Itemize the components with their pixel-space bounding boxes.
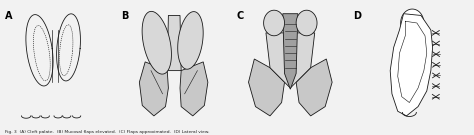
Polygon shape [296,59,332,116]
Polygon shape [142,11,172,74]
Polygon shape [178,12,203,69]
Polygon shape [264,10,284,36]
Text: A: A [5,11,12,21]
Text: B: B [121,11,128,21]
Polygon shape [296,10,317,36]
Polygon shape [248,59,284,116]
Polygon shape [266,33,315,88]
Polygon shape [167,15,181,71]
Polygon shape [139,62,168,116]
Polygon shape [180,62,208,116]
Text: C: C [237,11,244,21]
Polygon shape [283,14,298,89]
Text: Fig. 3  (A) Cleft palate.  (B) Mucosal flaps elevated.  (C) Flaps approximated. : Fig. 3 (A) Cleft palate. (B) Mucosal fla… [5,130,209,134]
Polygon shape [390,14,433,116]
Text: D: D [353,11,361,21]
Polygon shape [401,9,424,37]
